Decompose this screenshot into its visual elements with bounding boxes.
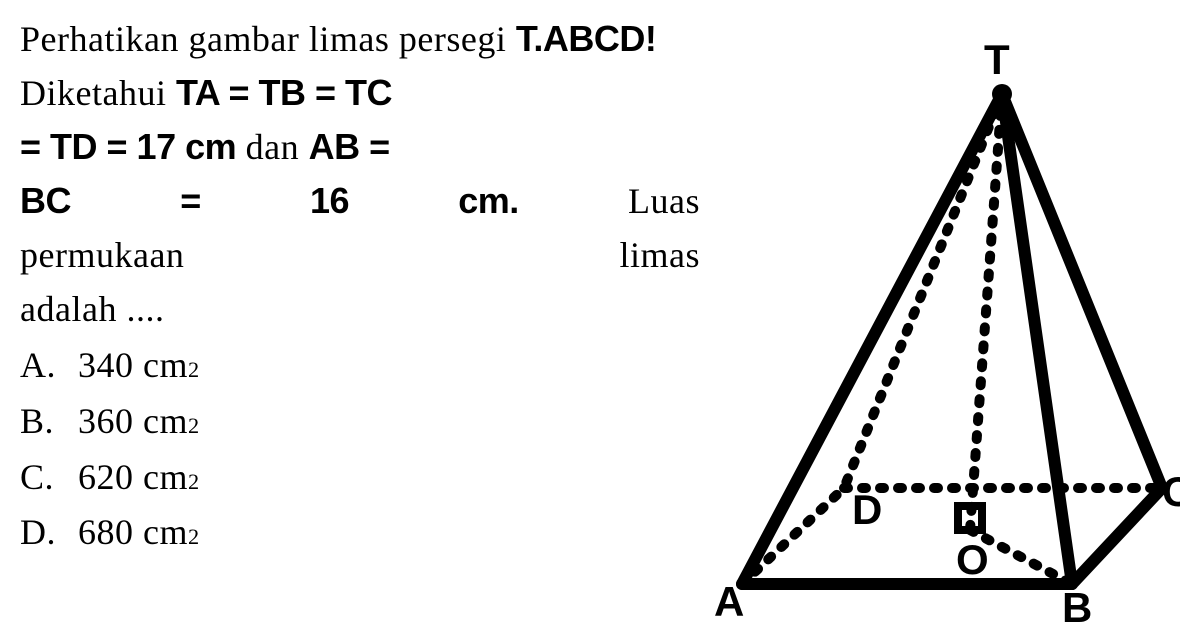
- option-letter: B.: [20, 394, 78, 450]
- text-bold: =: [180, 174, 201, 228]
- line-6: adalah ....: [20, 282, 720, 336]
- vertex-label-B: B: [1062, 584, 1092, 630]
- answer-option: B.360 cm2: [20, 394, 720, 450]
- text-frag: limas: [620, 228, 701, 282]
- text-frag: permukaan: [20, 228, 184, 282]
- text-bold: TA = TB = TC: [176, 72, 392, 113]
- option-letter: A.: [20, 338, 78, 394]
- pyramid-diagram: TABCDO: [720, 12, 1180, 631]
- answer-options: A.340 cm2B.360 cm2C.620 cm2D.680 cm2: [20, 338, 720, 561]
- option-value: 340 cm: [78, 338, 188, 394]
- line-5: permukaan limas: [20, 228, 700, 282]
- text-bold: = TD = 17 cm: [20, 126, 236, 167]
- line-4: BC = 16 cm. Luas: [20, 174, 700, 228]
- problem-page: Perhatikan gambar limas persegi T.ABCD! …: [0, 0, 1190, 641]
- vertex-label-D: D: [852, 486, 882, 533]
- answer-option: A.340 cm2: [20, 338, 720, 394]
- text-frag: Luas: [628, 174, 700, 228]
- option-value: 680 cm: [78, 505, 188, 561]
- right-angle-marker: [958, 506, 982, 530]
- vertex-label-C: C: [1162, 468, 1180, 515]
- text-frag: dan: [236, 127, 308, 167]
- text-bold: 16: [310, 174, 349, 228]
- vertex-label-A: A: [714, 578, 744, 625]
- text-bold: BC: [20, 174, 71, 228]
- line-2: Diketahui TA = TB = TC: [20, 66, 720, 120]
- vertex-label-O: O: [956, 536, 989, 583]
- option-value: 360 cm: [78, 394, 188, 450]
- option-letter: D.: [20, 505, 78, 561]
- pyramid-svg: T A B C D O: [710, 30, 1180, 630]
- solid-edge: [1072, 488, 1162, 584]
- line-1: Perhatikan gambar limas persegi T.ABCD!: [20, 12, 720, 66]
- answer-option: C.620 cm2: [20, 450, 720, 506]
- vertex-point: [992, 84, 1012, 104]
- line-3: = TD = 17 cm dan AB =: [20, 120, 720, 174]
- vertex-label-T: T: [984, 36, 1010, 83]
- question-text: Perhatikan gambar limas persegi T.ABCD! …: [20, 12, 720, 631]
- hidden-edge: [844, 94, 1002, 488]
- text-frag: Perhatikan gambar limas persegi: [20, 19, 516, 59]
- text-frag: Diketahui: [20, 73, 176, 113]
- text-bold: cm.: [458, 174, 519, 228]
- text-bold: T.ABCD!: [516, 18, 656, 59]
- option-letter: C.: [20, 450, 78, 506]
- option-value: 620 cm: [78, 450, 188, 506]
- hidden-edge: [742, 488, 844, 584]
- answer-option: D.680 cm2: [20, 505, 720, 561]
- text-bold: AB =: [309, 126, 390, 167]
